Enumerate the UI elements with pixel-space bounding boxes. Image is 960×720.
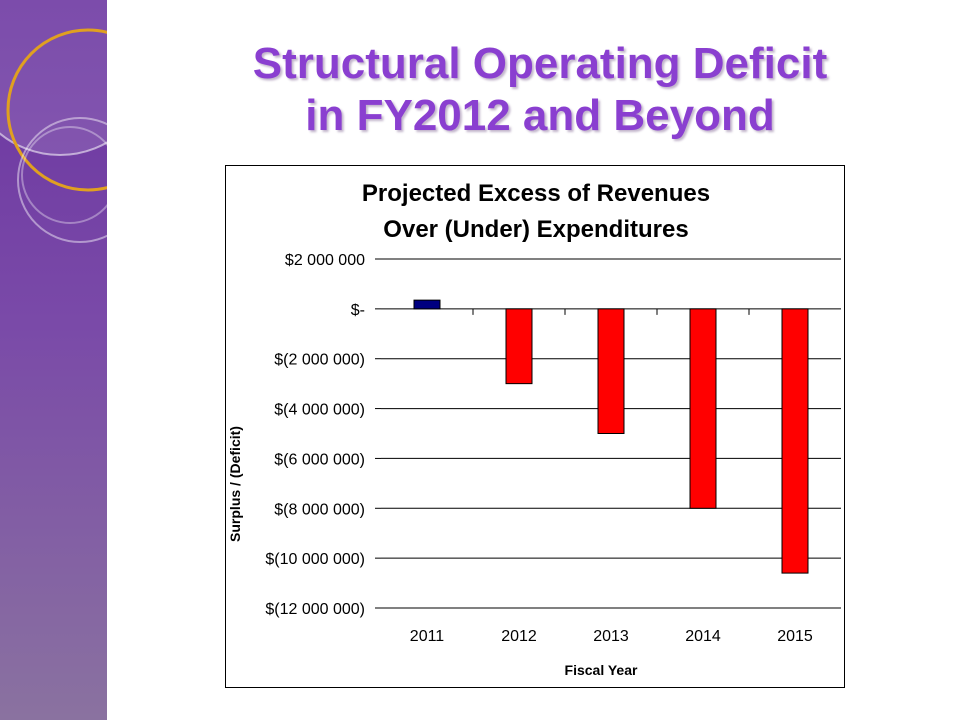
y-tick-label: $(10 000 000)	[265, 551, 365, 568]
sidebar-decoration	[0, 0, 107, 720]
slide-title-line2: in FY2012 and Beyond	[305, 91, 775, 140]
bar-2015	[781, 308, 809, 574]
y-tick-label: $(6 000 000)	[274, 451, 365, 468]
bar-2014	[689, 308, 717, 509]
gridlines	[375, 258, 841, 609]
y-tick-label: $(4 000 000)	[274, 402, 365, 419]
slide-title: Structural Operating Deficit in FY2012 a…	[150, 38, 930, 142]
y-tick-label: $(2 000 000)	[274, 352, 365, 369]
chart-frame: Projected Excess of Revenues Over (Under…	[225, 165, 845, 688]
bar-chart: Projected Excess of Revenues Over (Under…	[227, 180, 841, 678]
y-tick-label: $(8 000 000)	[274, 501, 365, 518]
slide-title-line1: Structural Operating Deficit	[252, 39, 828, 88]
decorative-circles	[0, 0, 107, 243]
x-axis-label: Fiscal Year	[565, 662, 638, 678]
y-axis-label: Surplus / (Deficit)	[227, 426, 243, 542]
bars	[413, 299, 809, 574]
chart-title-line2: Over (Under) Expenditures	[383, 216, 688, 243]
x-tick-label: 2012	[501, 628, 537, 645]
x-tick-label: 2014	[685, 628, 721, 645]
y-tick-label: $-	[351, 302, 365, 319]
x-tick-label: 2015	[777, 628, 813, 645]
y-tick-label: $(12 000 000)	[265, 601, 365, 618]
bar-2012	[505, 308, 533, 385]
bar-2013	[597, 308, 625, 435]
bar-2011	[413, 299, 441, 310]
x-tick-labels: 2011 2012 2013 2014 2015	[410, 628, 813, 645]
y-tick-labels: $2 000 000 $- $(2 000 000) $(4 000 000) $(6 …	[265, 252, 365, 618]
x-tick-label: 2013	[593, 628, 629, 645]
y-tick-label: $2 000 000	[285, 252, 365, 269]
x-tick-label: 2011	[410, 628, 445, 645]
chart-title-line1: Projected Excess of Revenues	[362, 180, 710, 207]
